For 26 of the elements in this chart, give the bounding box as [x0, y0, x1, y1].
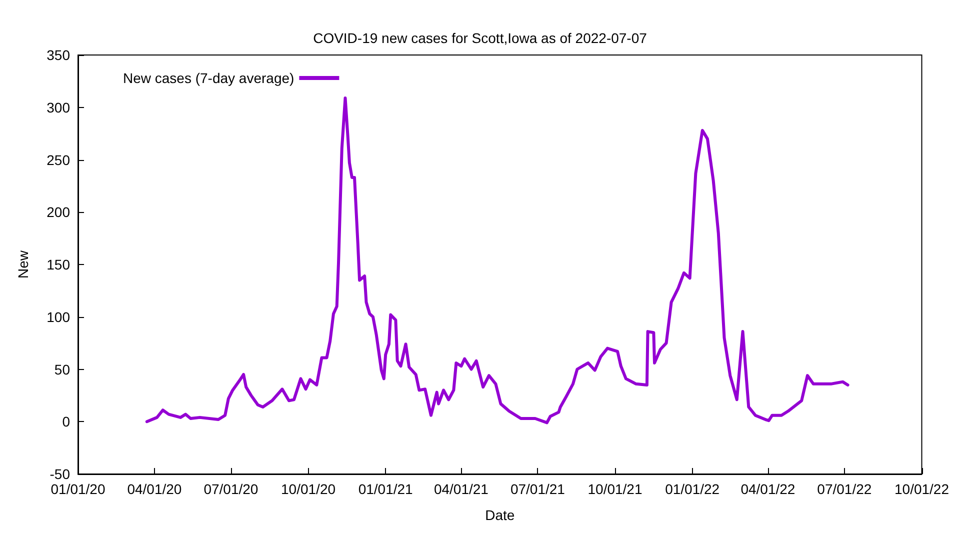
- x-tick-label: 01/01/21: [358, 481, 414, 497]
- x-tick-label: 10/01/20: [281, 481, 336, 497]
- x-tick-label: 04/01/22: [740, 481, 796, 497]
- y-tick-label: 100: [46, 308, 70, 325]
- y-tick-label: -50: [50, 466, 70, 482]
- y-tick-label: 300: [46, 99, 70, 116]
- y-axis-title: New: [15, 250, 31, 279]
- x-tick-label: 07/01/20: [204, 481, 258, 497]
- legend-label: New cases (7-day average): [123, 70, 294, 86]
- y-tick-label: 150: [46, 256, 70, 272]
- y-tick-label: 50: [54, 361, 70, 378]
- y-tick-label: 0: [62, 414, 70, 430]
- line-series: [145, 96, 850, 424]
- x-tick-label: 10/01/22: [894, 481, 950, 497]
- chart-title: COVID-19 new cases for Scott,Iowa as of 2022-07-07: [313, 30, 648, 46]
- y-tick-label: 350: [46, 47, 70, 63]
- x-tick-label: 07/01/21: [510, 481, 566, 497]
- y-tick-label: 250: [46, 152, 70, 168]
- x-tick-label: 04/01/21: [434, 481, 489, 497]
- x-tick-label: 01/01/22: [665, 481, 720, 497]
- x-tick-label: 10/01/21: [588, 481, 642, 497]
- x-tick-label: 04/01/20: [127, 481, 182, 497]
- x-tick-label: 01/01/20: [50, 481, 106, 497]
- x-axis-title: Date: [485, 507, 515, 523]
- y-tick-label: 200: [46, 204, 70, 220]
- x-tick-label: 07/01/22: [817, 481, 872, 497]
